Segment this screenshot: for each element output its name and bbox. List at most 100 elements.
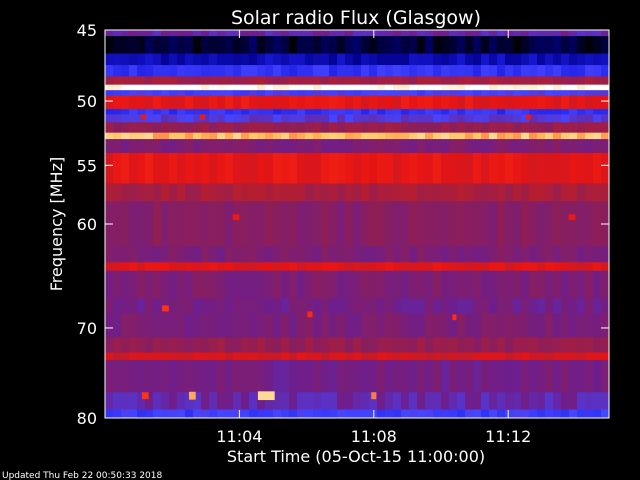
heatmap-cell <box>545 183 554 202</box>
heatmap-cell <box>505 270 514 299</box>
heatmap-cell <box>505 246 514 263</box>
heatmap-cell <box>329 183 338 202</box>
heatmap-cell <box>585 114 594 123</box>
heatmap-cell <box>449 183 458 202</box>
heatmap-cell <box>249 65 258 77</box>
heatmap-cell <box>585 337 594 353</box>
heatmap-cell <box>585 246 594 263</box>
heatmap-cell <box>225 201 234 247</box>
heatmap-cell <box>145 95 154 110</box>
heatmap-cell <box>369 246 378 263</box>
heatmap-cell <box>321 35 330 54</box>
heatmap-cell <box>585 409 594 419</box>
heatmap-cell <box>561 53 570 66</box>
heatmap-cell <box>193 262 202 272</box>
heatmap-cell <box>289 95 298 110</box>
heatmap-cell <box>169 337 178 353</box>
heatmap-cell <box>185 183 194 202</box>
heatmap-cell <box>169 65 178 77</box>
heatmap-cell <box>593 139 602 154</box>
heatmap-cell <box>401 65 410 77</box>
heatmap-cell <box>505 298 514 314</box>
heatmap-cell <box>537 122 546 134</box>
heatmap-cell <box>345 352 354 361</box>
heatmap-cell <box>217 313 226 338</box>
heatmap-cell <box>169 53 178 66</box>
heatmap-cell <box>161 53 170 66</box>
heatmap-cell <box>289 409 298 419</box>
heatmap-cell <box>577 95 586 110</box>
heatmap-cell <box>465 114 474 123</box>
heatmap-cell <box>113 270 122 299</box>
heatmap-cell <box>345 53 354 66</box>
heatmap-cell <box>249 337 258 353</box>
heatmap-cell <box>545 246 554 263</box>
heatmap-cell <box>201 90 210 97</box>
heatmap-cell <box>305 65 314 77</box>
heatmap-cell <box>225 65 234 77</box>
heatmap-cell <box>233 313 242 338</box>
heatmap-cell <box>481 352 490 361</box>
heatmap-cell <box>305 392 314 410</box>
heatmap-cell <box>217 201 226 247</box>
heatmap-cell <box>313 35 322 54</box>
heatmap-cell <box>529 122 538 134</box>
heatmap-cell <box>281 201 290 247</box>
radio-bursts <box>141 114 576 401</box>
heatmap-cell <box>425 139 434 154</box>
heatmap-cell <box>185 392 194 410</box>
heatmap-cell <box>105 30 114 37</box>
heatmap-cell <box>201 270 210 299</box>
heatmap-cell <box>369 84 378 91</box>
heatmap-cell <box>409 109 418 115</box>
heatmap-cell <box>601 76 610 86</box>
heatmap-cell <box>313 95 322 110</box>
heatmap-cell <box>377 114 386 123</box>
heatmap-cell <box>561 132 570 140</box>
heatmap-cell <box>217 246 226 263</box>
heatmap-cell <box>185 132 194 140</box>
heatmap-cell <box>433 76 442 86</box>
heatmap-cell <box>185 90 194 97</box>
heatmap-cell <box>257 95 266 110</box>
heatmap-cell <box>217 90 226 97</box>
heatmap-cell <box>337 262 346 272</box>
heatmap-cell <box>233 139 242 154</box>
heatmap-cell <box>409 313 418 338</box>
burst-mark <box>199 114 205 120</box>
heatmap-cell <box>217 337 226 353</box>
heatmap-cell <box>249 90 258 97</box>
heatmap-cell <box>161 409 170 419</box>
heatmap-cell <box>177 359 186 393</box>
heatmap-cell <box>361 53 370 66</box>
heatmap-cell <box>161 392 170 410</box>
heatmap-cell <box>169 246 178 263</box>
heatmap-cell <box>569 95 578 110</box>
x-axis: 11:04 11:08 11:12 <box>216 30 531 446</box>
heatmap-cell <box>409 298 418 314</box>
heatmap-cell <box>145 201 154 247</box>
heatmap-cell <box>121 270 130 299</box>
heatmap-cell <box>329 392 338 410</box>
heatmap-cell <box>225 35 234 54</box>
heatmap-cell <box>545 109 554 115</box>
heatmap-cell <box>313 313 322 338</box>
heatmap-cell <box>345 262 354 272</box>
heatmap-cell <box>321 132 330 140</box>
heatmap-cell <box>145 132 154 140</box>
heatmap-cell <box>297 132 306 140</box>
heatmap-cell <box>177 152 186 184</box>
heatmap-cell <box>473 114 482 123</box>
heatmap-cell <box>177 122 186 134</box>
heatmap-cell <box>297 270 306 299</box>
heatmap-cell <box>201 35 210 54</box>
heatmap-cell <box>369 262 378 272</box>
heatmap-cell <box>209 201 218 247</box>
heatmap-cell <box>465 76 474 86</box>
heatmap-cell <box>217 392 226 410</box>
heatmap-cell <box>497 84 506 91</box>
heatmap-cell <box>113 352 122 361</box>
heatmap-cell <box>385 30 394 37</box>
heatmap-cell <box>273 95 282 110</box>
heatmap-cell <box>105 337 114 353</box>
